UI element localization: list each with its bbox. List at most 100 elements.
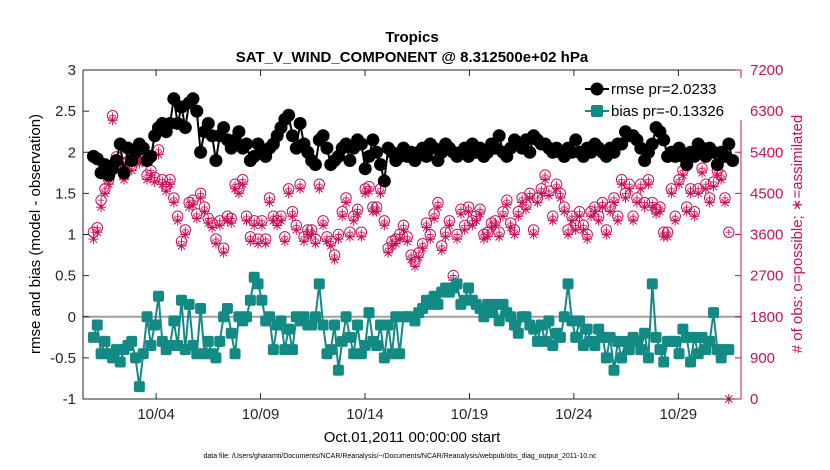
- obs-assimilated-point: [191, 213, 202, 224]
- obs-assimilated-point: [249, 220, 260, 231]
- x-tick-label: 10/29: [660, 406, 698, 423]
- bias-point: [658, 356, 670, 368]
- obs-assimilated-point: [520, 204, 531, 215]
- obs-assimilated-point: [237, 179, 248, 190]
- rmse-point: [680, 158, 694, 172]
- obs-assimilated-point: [670, 215, 681, 226]
- obs-assimilated-point: [310, 238, 321, 249]
- obs-assimilated-point: [115, 160, 126, 171]
- y-tick-label: -0.5: [50, 350, 76, 367]
- obs-assimilated-point: [601, 229, 612, 240]
- obs-assimilated-point: [180, 229, 191, 240]
- obs-assimilated-point: [505, 222, 516, 233]
- bias-point: [141, 311, 153, 323]
- rmse-point: [657, 133, 671, 147]
- obs-assimilated-point: [532, 197, 543, 208]
- bias-point: [371, 340, 383, 352]
- bias-point: [344, 331, 356, 343]
- bias-point: [512, 327, 524, 339]
- obs-assimilated-point: [497, 211, 508, 222]
- obs-assimilated-point: [187, 199, 198, 210]
- obs-assimilated-point: [490, 220, 501, 231]
- bias-point: [283, 323, 295, 335]
- bias-point: [635, 344, 647, 356]
- bias-point: [252, 278, 264, 290]
- obs-assimilated-point: [605, 206, 616, 217]
- obs-assimilated-point: [283, 188, 294, 199]
- obs-assimilated-point: [593, 215, 604, 226]
- rmse-point: [419, 149, 433, 163]
- obs-assimilated-point: [371, 206, 382, 217]
- bias-point: [214, 335, 226, 347]
- obs-assimilated-point: [379, 220, 390, 231]
- obs-assimilated-point: [612, 215, 623, 226]
- bias-point: [394, 348, 406, 360]
- obs-assimilated-point: [375, 188, 386, 199]
- obs-assimilated-point: [394, 234, 405, 245]
- rmse-point: [117, 166, 131, 180]
- obs-assimilated-point: [314, 183, 325, 194]
- obs-assimilated-point: [295, 183, 306, 194]
- obs-assimilated-point: [253, 238, 264, 249]
- bias-point: [241, 311, 253, 323]
- rmse-point: [354, 137, 368, 151]
- obs-assimilated-point: [172, 215, 183, 226]
- obs-assimilated-point: [409, 261, 420, 272]
- obs-assimilated-point: [517, 197, 528, 208]
- obs-assimilated-point: [214, 220, 225, 231]
- y-tick-label: 3: [68, 62, 76, 79]
- obs-assimilated-point: [329, 254, 340, 265]
- obs-assimilated-point: [210, 238, 221, 249]
- obs-assimilated-point: [697, 167, 708, 178]
- obs-possible-cross: [725, 229, 733, 236]
- y-tick-label: 1: [68, 227, 76, 244]
- obs-assimilated-point: [536, 188, 547, 199]
- rmse-series: [86, 92, 740, 188]
- rmse-point: [186, 92, 200, 106]
- obs-assimilated-point: [306, 229, 317, 240]
- y-tick-label-right: 900: [750, 350, 775, 367]
- bias-point: [229, 348, 241, 360]
- bias-point: [99, 335, 111, 347]
- obs-assimilated-point: [333, 234, 344, 245]
- rmse-point: [492, 129, 506, 143]
- obs-assimilated-point: [103, 179, 114, 190]
- rmse-point: [109, 153, 123, 167]
- bias-point: [195, 303, 207, 315]
- bias-point: [225, 327, 237, 339]
- obs-assimilated-point: [260, 238, 271, 249]
- y-tick-label: 0.5: [55, 268, 76, 285]
- obs-assimilated-point: [126, 165, 137, 176]
- obs-assimilated-point: [398, 224, 409, 235]
- obs-assimilated-point: [708, 181, 719, 192]
- obs-assimilated-point: [149, 176, 160, 187]
- rmse-point: [232, 125, 246, 139]
- obs-assimilated-point: [287, 211, 298, 222]
- obs-assimilated-point: [700, 183, 711, 194]
- obs-assimilated-point: [321, 236, 332, 247]
- obs-assimilated-point: [513, 211, 524, 222]
- obs-assimilated-point: [677, 170, 688, 181]
- obs-assimilated-point: [218, 247, 229, 258]
- bias-point: [329, 319, 341, 331]
- bias-point: [363, 307, 375, 319]
- obs-assimilated-point: [184, 202, 195, 213]
- bias-point: [600, 352, 612, 364]
- bias-point: [91, 319, 103, 331]
- y-tick-label-right: 2700: [750, 268, 783, 285]
- obs-assimilated-point: [199, 206, 210, 217]
- bias-point: [340, 311, 352, 323]
- obs-assimilated-point: [272, 220, 283, 231]
- y-tick-label: 1.5: [55, 185, 76, 202]
- rmse-point: [209, 153, 223, 167]
- obs-assimilated-point: [99, 188, 110, 199]
- obs-assimilated-point: [245, 236, 256, 247]
- rmse-point: [523, 145, 537, 159]
- y-tick-label: 2: [68, 144, 76, 161]
- bias-point: [168, 315, 180, 327]
- obs-assimilated-point: [413, 252, 424, 263]
- bias-point: [616, 352, 628, 364]
- bias-point: [570, 331, 582, 343]
- rmse-point: [687, 149, 701, 163]
